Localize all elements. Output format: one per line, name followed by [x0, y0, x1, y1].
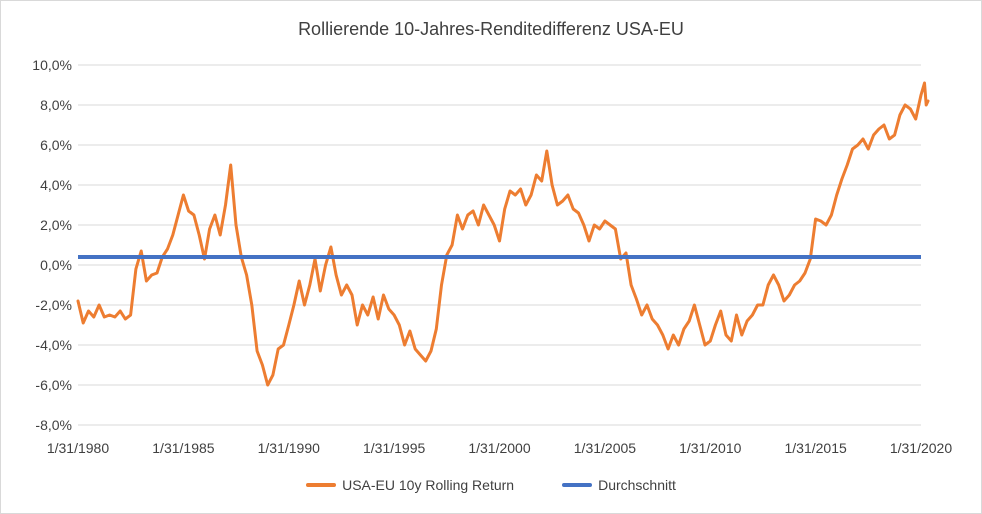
x-tick-label: 1/31/1995 — [363, 440, 425, 456]
x-tick-label: 1/31/1990 — [258, 440, 320, 456]
x-axis-tick-labels: 1/31/1980 1/31/1985 1/31/1990 1/31/1995 1/31… — [47, 440, 952, 456]
y-tick-label: 6,0% — [40, 137, 72, 153]
x-tick-label: 1/31/1980 — [47, 440, 109, 456]
chart-title: Rollierende 10-Jahres-Renditedifferenz U… — [298, 19, 684, 39]
legend-label-rolling-return: USA-EU 10y Rolling Return — [342, 477, 515, 493]
series-layer — [76, 81, 930, 387]
x-tick-label: 1/31/1985 — [152, 440, 214, 456]
x-tick-label: 1/31/2000 — [468, 440, 530, 456]
y-tick-label: 8,0% — [40, 97, 72, 113]
gridlines — [78, 64, 921, 426]
y-axis-tick-labels: 10,0% 8,0% 6,0% 4,0% 2,0% 0,0% -2,0% -4,0% -6,0%… — [32, 57, 72, 433]
y-tick-label: 4,0% — [40, 177, 72, 193]
x-tick-label: 1/31/2015 — [784, 440, 846, 456]
x-tick-label: 1/31/2020 — [890, 440, 952, 456]
y-tick-label: 2,0% — [40, 217, 72, 233]
legend-item-rolling-return[interactable]: USA-EU 10y Rolling Return — [306, 477, 514, 493]
legend: USA-EU 10y Rolling Return Durchschnitt — [1, 477, 981, 493]
legend-label-average: Durchschnitt — [598, 477, 676, 493]
legend-swatch-rolling-return — [306, 483, 337, 487]
x-tick-label: 1/31/2005 — [574, 440, 636, 456]
x-tick-label: 1/31/2010 — [679, 440, 741, 456]
y-tick-label: -8,0% — [35, 417, 72, 433]
legend-item-average[interactable]: Durchschnitt — [562, 477, 676, 493]
y-tick-label: -4,0% — [35, 337, 72, 353]
legend-swatch-average — [562, 483, 593, 487]
series-line-rolling-return — [76, 81, 930, 387]
y-tick-label: 0,0% — [40, 257, 72, 273]
y-tick-label: 10,0% — [32, 57, 72, 73]
y-tick-label: -6,0% — [35, 377, 72, 393]
y-tick-label: -2,0% — [35, 297, 72, 313]
